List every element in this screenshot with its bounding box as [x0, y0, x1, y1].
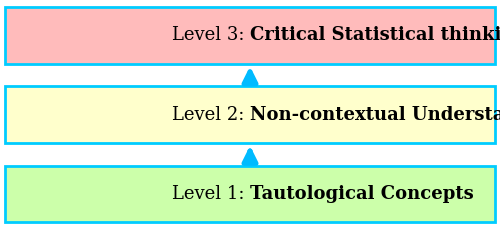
FancyBboxPatch shape	[5, 7, 495, 64]
Text: Level 3:: Level 3:	[172, 26, 250, 44]
Text: Level 1:: Level 1:	[172, 185, 250, 203]
Text: Level 2:: Level 2:	[172, 106, 250, 124]
FancyBboxPatch shape	[5, 166, 495, 222]
FancyBboxPatch shape	[5, 86, 495, 143]
Text: Critical Statistical thinking and reasoning: Critical Statistical thinking and reason…	[250, 26, 500, 44]
Text: Non-contextual Understanding: Non-contextual Understanding	[250, 106, 500, 124]
Text: Tautological Concepts: Tautological Concepts	[250, 185, 474, 203]
